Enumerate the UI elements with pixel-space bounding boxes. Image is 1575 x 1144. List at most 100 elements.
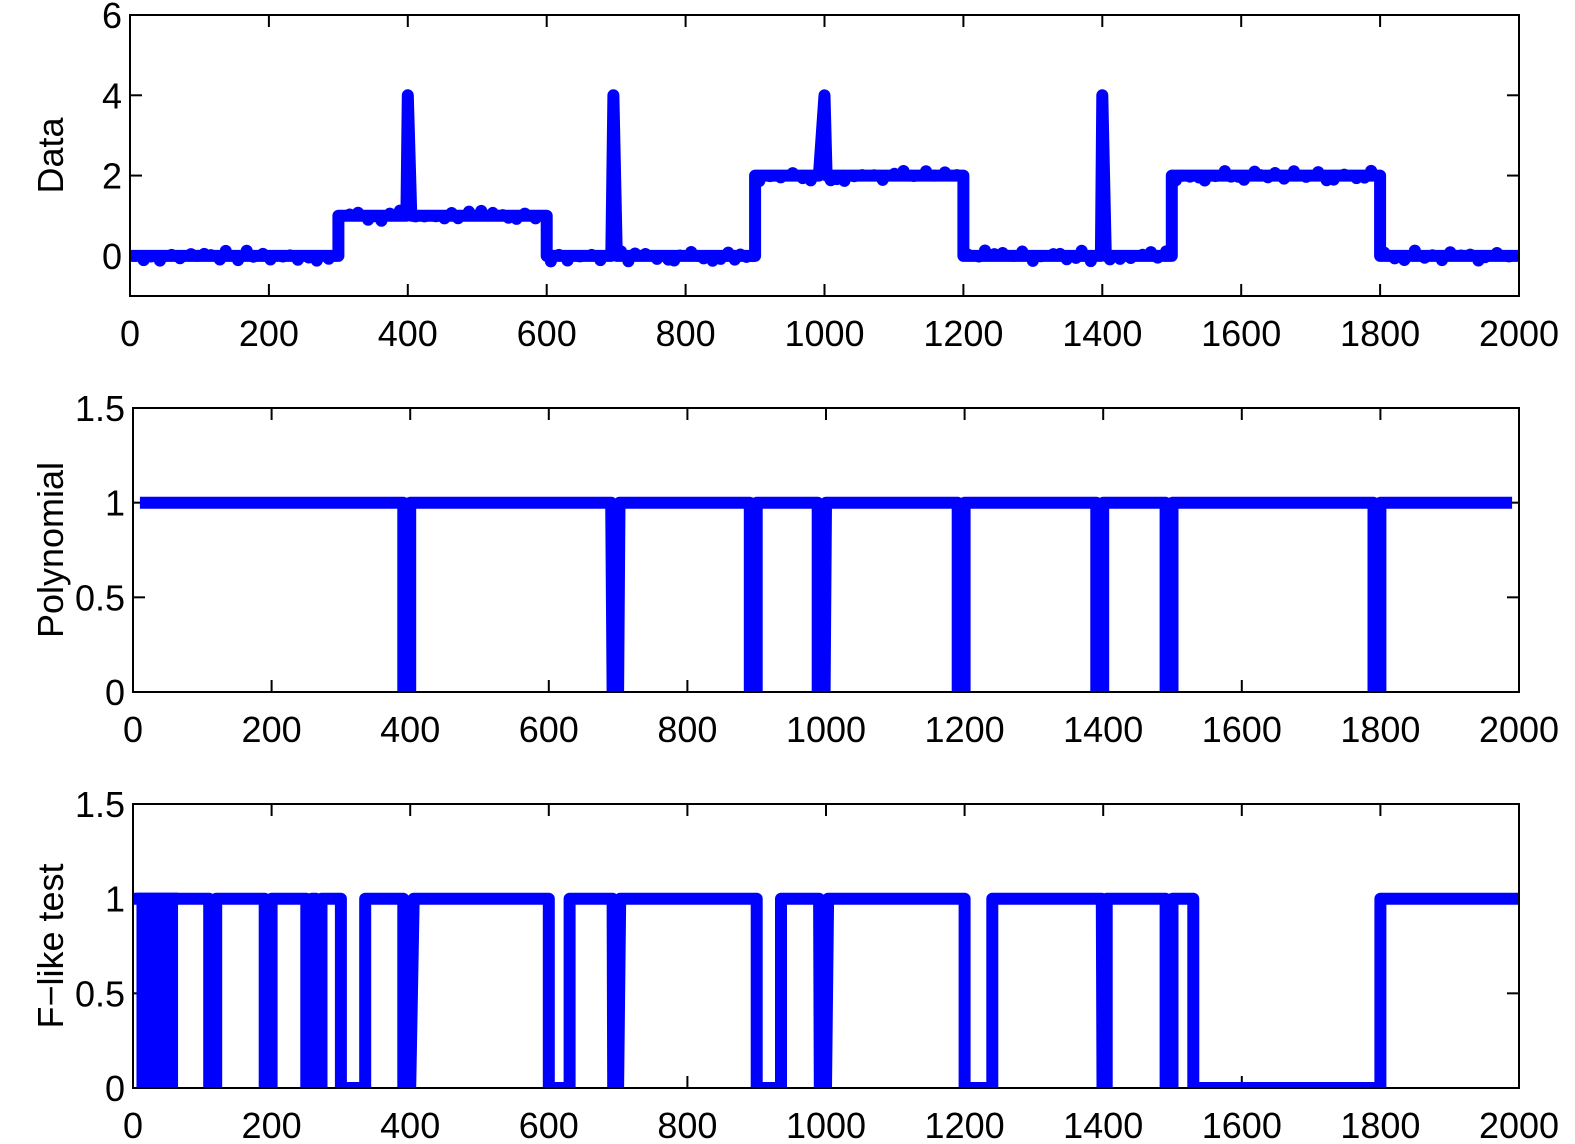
y-axis-label: F−like test xyxy=(30,863,71,1028)
data-point xyxy=(213,253,226,266)
x-tick-label: 1200 xyxy=(925,1105,1005,1144)
y-tick-label: 1 xyxy=(105,483,125,524)
x-tick-label: 600 xyxy=(519,709,579,750)
data-point xyxy=(174,252,187,265)
data-point xyxy=(1151,251,1164,264)
data-point xyxy=(1365,164,1378,177)
data-panel: 0 200 400 600 800 1000 1200 1400 1600 1800 2000 0 2 4… xyxy=(30,0,1559,354)
data-point xyxy=(1502,250,1515,263)
y-tick-label: 0 xyxy=(105,672,125,713)
x-tick-label: 1000 xyxy=(786,1105,866,1144)
x-tick-label: 2000 xyxy=(1479,1105,1559,1144)
x-tick-label: 800 xyxy=(656,313,716,354)
x-tick-label: 800 xyxy=(657,709,717,750)
data-point xyxy=(352,206,365,219)
x-tick-label: 400 xyxy=(380,709,440,750)
data-point xyxy=(291,253,304,266)
plot-area xyxy=(139,496,1513,691)
data-point xyxy=(856,169,869,182)
data-point xyxy=(938,166,951,179)
dense-switching-block xyxy=(136,892,179,1087)
data-point xyxy=(1436,254,1449,267)
data-point xyxy=(673,249,686,262)
data-point xyxy=(585,248,598,261)
data-point xyxy=(1198,174,1211,187)
data-point xyxy=(1075,244,1088,257)
data-point xyxy=(1269,166,1282,179)
data-point xyxy=(418,210,431,223)
data-point xyxy=(746,250,759,263)
data-point xyxy=(1426,249,1439,262)
data-point xyxy=(764,170,777,183)
x-tick-label: 200 xyxy=(242,709,302,750)
x-tick-label: 0 xyxy=(123,1105,143,1144)
x-tick-label: 200 xyxy=(239,313,299,354)
data-point xyxy=(1160,245,1173,258)
plot-area xyxy=(131,89,1518,268)
x-tick-label: 1200 xyxy=(923,313,1003,354)
data-point xyxy=(996,247,1009,260)
data-point xyxy=(561,254,574,267)
data-point xyxy=(486,206,499,219)
data-point xyxy=(264,253,277,266)
data-point xyxy=(383,207,396,220)
data-point xyxy=(1238,173,1251,186)
data-point xyxy=(1378,246,1391,259)
x-tick-label: 0 xyxy=(123,709,143,750)
data-point xyxy=(475,204,488,217)
y-axis-label: Data xyxy=(30,117,71,194)
x-tick-label: 1600 xyxy=(1202,1105,1282,1144)
data-point xyxy=(1124,252,1137,265)
x-tick-label: 2000 xyxy=(1479,313,1559,354)
data-point xyxy=(1398,253,1411,266)
x-tick-label: 1800 xyxy=(1340,709,1420,750)
data-point xyxy=(774,171,787,184)
data-point xyxy=(961,248,974,261)
data-point xyxy=(544,255,557,268)
data-point xyxy=(888,167,901,180)
x-tick-label: 1800 xyxy=(1340,1105,1420,1144)
data-point xyxy=(1278,172,1291,185)
data-point xyxy=(1183,170,1196,183)
plot-area xyxy=(134,892,1518,1087)
data-point xyxy=(573,250,586,263)
y-tick-label: 0 xyxy=(105,1068,125,1109)
data-point xyxy=(375,214,388,227)
data-point xyxy=(247,250,260,263)
data-point xyxy=(1287,165,1300,178)
data-point xyxy=(310,254,323,267)
data-point xyxy=(232,254,245,267)
y-tick-label: 1.5 xyxy=(75,388,125,429)
data-point xyxy=(1114,252,1127,265)
y-axis-label: Polynomial xyxy=(30,462,71,638)
data-point xyxy=(1338,168,1351,181)
data-point xyxy=(651,252,664,265)
data-point xyxy=(1084,255,1097,268)
data-point xyxy=(1327,173,1340,186)
data-point xyxy=(462,205,475,218)
x-tick-label: 400 xyxy=(378,313,438,354)
y-tick-label: 1 xyxy=(105,879,125,920)
y-tick-label: 0.5 xyxy=(75,577,125,618)
x-tick-label: 600 xyxy=(519,1105,579,1144)
x-tick-label: 1800 xyxy=(1340,313,1420,354)
data-point xyxy=(1300,170,1313,183)
x-tick-label: 1000 xyxy=(784,313,864,354)
x-tick-label: 200 xyxy=(242,1105,302,1144)
data-point xyxy=(1060,253,1073,266)
y-tick-label: 1.5 xyxy=(75,784,125,825)
data-point xyxy=(1444,246,1457,259)
x-tick-label: 1400 xyxy=(1063,1105,1143,1144)
data-point xyxy=(639,248,652,261)
data-point xyxy=(1312,166,1325,179)
data-point xyxy=(1408,244,1421,257)
data-point xyxy=(978,244,991,257)
data-point xyxy=(322,252,335,265)
y-tick-label: 6 xyxy=(102,0,122,36)
x-tick-label: 1600 xyxy=(1202,709,1282,750)
y-tick-label: 4 xyxy=(102,75,122,116)
data-point xyxy=(907,170,920,183)
x-tick-label: 2000 xyxy=(1479,709,1559,750)
data-markers xyxy=(131,164,1515,268)
